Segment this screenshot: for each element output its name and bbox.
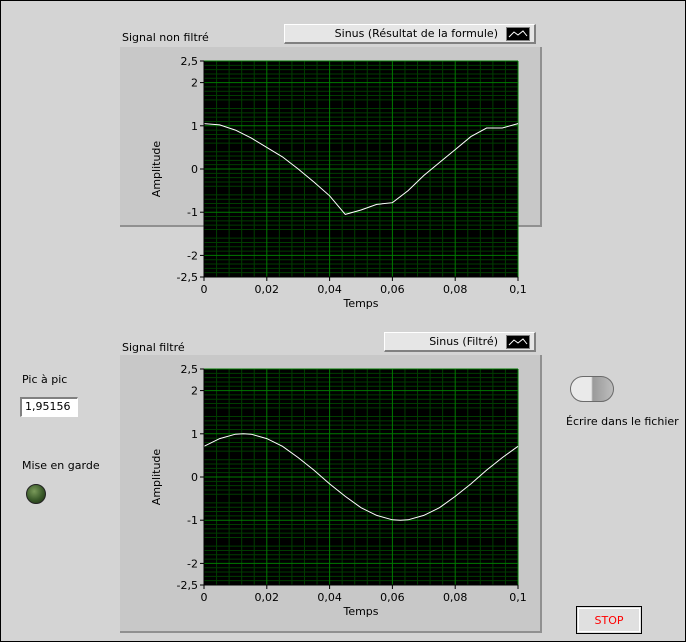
graph1-y-tick-label: 1 xyxy=(191,120,198,133)
graph1-x-tick-label: 0,08 xyxy=(443,283,468,296)
graph1-x-tick-label: 0,02 xyxy=(255,283,279,296)
graph2-x-axis-label: Temps xyxy=(342,605,378,618)
graph1-x-axis-label: Temps xyxy=(342,297,378,310)
graph2-y-axis-label: Amplitude xyxy=(150,449,163,506)
graph2-x-tick-label: 0,1 xyxy=(509,591,527,604)
graph-filtered-legend[interactable]: Sinus (Filtré) xyxy=(384,332,536,352)
stop-button[interactable]: STOP xyxy=(576,606,642,634)
graph2-y-tick-label: -1 xyxy=(187,514,198,527)
graph2-y-tick-label: -2,5 xyxy=(177,579,198,592)
graph1-y-tick-label: 2 xyxy=(191,77,198,90)
graph1-x-tick-label: 0 xyxy=(201,283,208,296)
graph2-x-tick-label: 0 xyxy=(201,591,208,604)
graph2-y-tick-label: 2,5 xyxy=(181,363,199,376)
warning-label: Mise en garde xyxy=(22,459,100,472)
graph2-x-tick-label: 0,04 xyxy=(317,591,342,604)
legend-label-unfiltered: Sinus (Résultat de la formule) xyxy=(334,27,498,40)
graph2-y-tick-label: 2 xyxy=(191,385,198,398)
graph1-x-tick-label: 0,1 xyxy=(509,283,527,296)
peak-value-indicator: 1,95156 xyxy=(20,397,78,417)
graph1-y-tick-label: -1 xyxy=(187,206,198,219)
graph2-x-tick-label: 0,02 xyxy=(255,591,279,604)
graph1-series-line xyxy=(203,123,519,215)
trace-style-icon[interactable] xyxy=(506,334,530,349)
stop-button-label: STOP xyxy=(594,613,624,627)
trace-style-icon[interactable] xyxy=(506,26,530,41)
peak-label: Pic à pic xyxy=(22,373,68,386)
graph2-y-tick-label: -2 xyxy=(187,557,198,570)
warning-led xyxy=(26,484,46,504)
graph1-y-axis-label: Amplitude xyxy=(150,141,163,198)
graph-unfiltered-legend[interactable]: Sinus (Résultat de la formule) xyxy=(284,24,536,44)
write-file-toggle[interactable] xyxy=(570,376,614,402)
graph1-y-tick-label: 0 xyxy=(191,163,198,176)
graph1-x-tick-label: 0,06 xyxy=(380,283,405,296)
graph-unfiltered-title: Signal non filtré xyxy=(122,31,209,44)
graph2-x-tick-label: 0,08 xyxy=(443,591,468,604)
graph1-x-tick-label: 0,04 xyxy=(317,283,342,296)
legend-label-filtered: Sinus (Filtré) xyxy=(429,335,498,348)
graph2-y-tick-label: 0 xyxy=(191,471,198,484)
graph2-series-line xyxy=(203,433,519,521)
graph2-x-tick-label: 0,06 xyxy=(380,591,405,604)
graph1-y-tick-label: 2,5 xyxy=(181,55,199,68)
graph1-y-tick-label: -2 xyxy=(187,249,198,262)
graph1-y-tick-label: -2,5 xyxy=(177,271,198,284)
write-file-label: Écrire dans le fichier xyxy=(566,415,679,428)
graph2-y-tick-label: 1 xyxy=(191,428,198,441)
graph-filtered-title: Signal filtré xyxy=(122,341,185,354)
